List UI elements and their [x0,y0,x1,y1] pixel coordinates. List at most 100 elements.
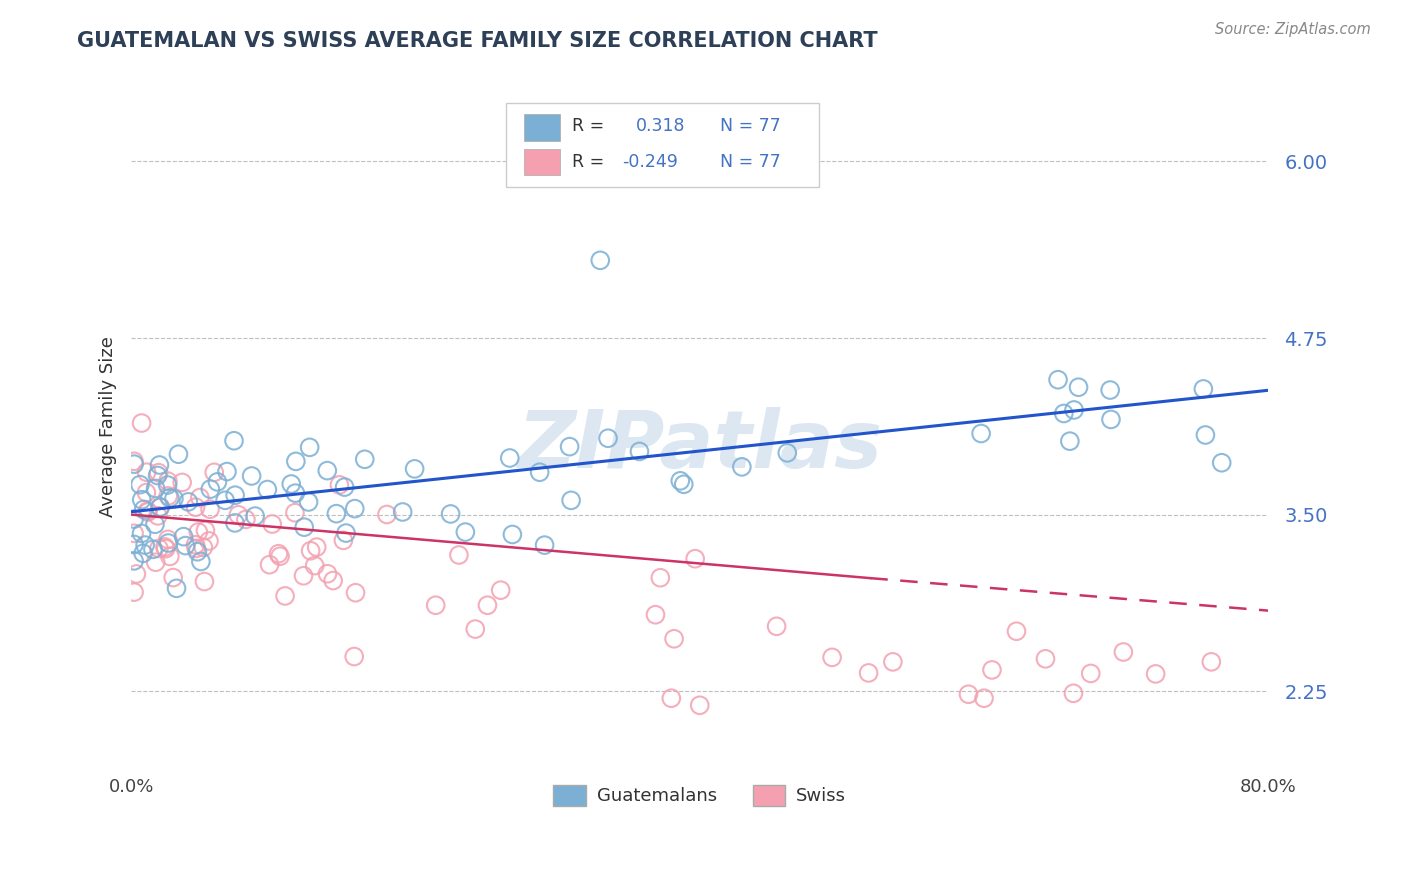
Point [1063,403,1085,417]
Point [328,478,350,492]
Point [333,480,356,494]
Point [1047,373,1070,387]
Point [1005,624,1028,639]
Point [628,444,651,458]
Point [146,468,169,483]
Point [132,502,155,516]
Point [284,486,307,500]
Point [970,426,993,441]
Point [689,698,711,713]
Point [190,554,212,568]
Point [659,691,682,706]
Point [148,466,170,480]
Point [973,691,995,706]
Point [153,540,176,554]
Bar [523,114,560,141]
Point [122,585,145,599]
Point [243,509,266,524]
Point [146,508,169,523]
Point [882,655,904,669]
Point [135,465,157,479]
Point [267,547,290,561]
Point [298,441,321,455]
Point [499,450,522,465]
Point [501,527,523,541]
Point [259,558,281,572]
Point [644,607,666,622]
Point [222,434,245,448]
Point [193,574,215,589]
Text: N = 77: N = 77 [720,118,780,136]
Point [159,491,181,505]
Point [131,526,153,541]
Point [447,548,470,562]
Point [1192,382,1215,396]
Point [177,495,200,509]
Point [214,493,236,508]
FancyBboxPatch shape [506,103,820,186]
Point [589,253,612,268]
Point [821,650,844,665]
Point [662,632,685,646]
Point [157,489,180,503]
Point [122,457,145,471]
Point [262,516,284,531]
Point [122,537,145,551]
Point [1144,666,1167,681]
Bar [523,149,560,176]
Point [683,551,706,566]
Point [186,545,208,559]
Point [224,516,246,530]
Point [375,508,398,522]
Point [316,464,339,478]
Point [981,663,1004,677]
Point [650,571,672,585]
Point [957,687,980,701]
Point [135,485,157,500]
Point [731,459,754,474]
Point [143,517,166,532]
Point [284,454,307,468]
Point [1059,434,1081,449]
Point [292,520,315,534]
Point [672,477,695,491]
Point [1099,383,1122,397]
Point [1099,412,1122,426]
Point [274,589,297,603]
Point [669,474,692,488]
Point [159,549,181,564]
Point [343,649,366,664]
Point [343,501,366,516]
Point [149,500,172,515]
Point [235,512,257,526]
Point [299,543,322,558]
Point [131,416,153,430]
Point [131,492,153,507]
Point [1201,655,1223,669]
Point [464,622,486,636]
Point [163,491,186,506]
Point [157,536,180,550]
Point [240,469,263,483]
Point [149,500,172,514]
Point [156,474,179,488]
Text: R =: R = [572,153,610,171]
Point [224,488,246,502]
Point [122,526,145,541]
Point [129,477,152,491]
Point [155,541,177,556]
Point [1067,380,1090,394]
Point [188,491,211,505]
Point [202,466,225,480]
Point [142,542,165,557]
Point [325,507,347,521]
Point [344,585,367,599]
Point [174,539,197,553]
Point [132,546,155,560]
Point [297,495,319,509]
Point [558,440,581,454]
Point [134,538,156,552]
Text: ZIPatlas: ZIPatlas [517,408,882,485]
Text: R =: R = [572,118,610,136]
Point [269,549,291,564]
